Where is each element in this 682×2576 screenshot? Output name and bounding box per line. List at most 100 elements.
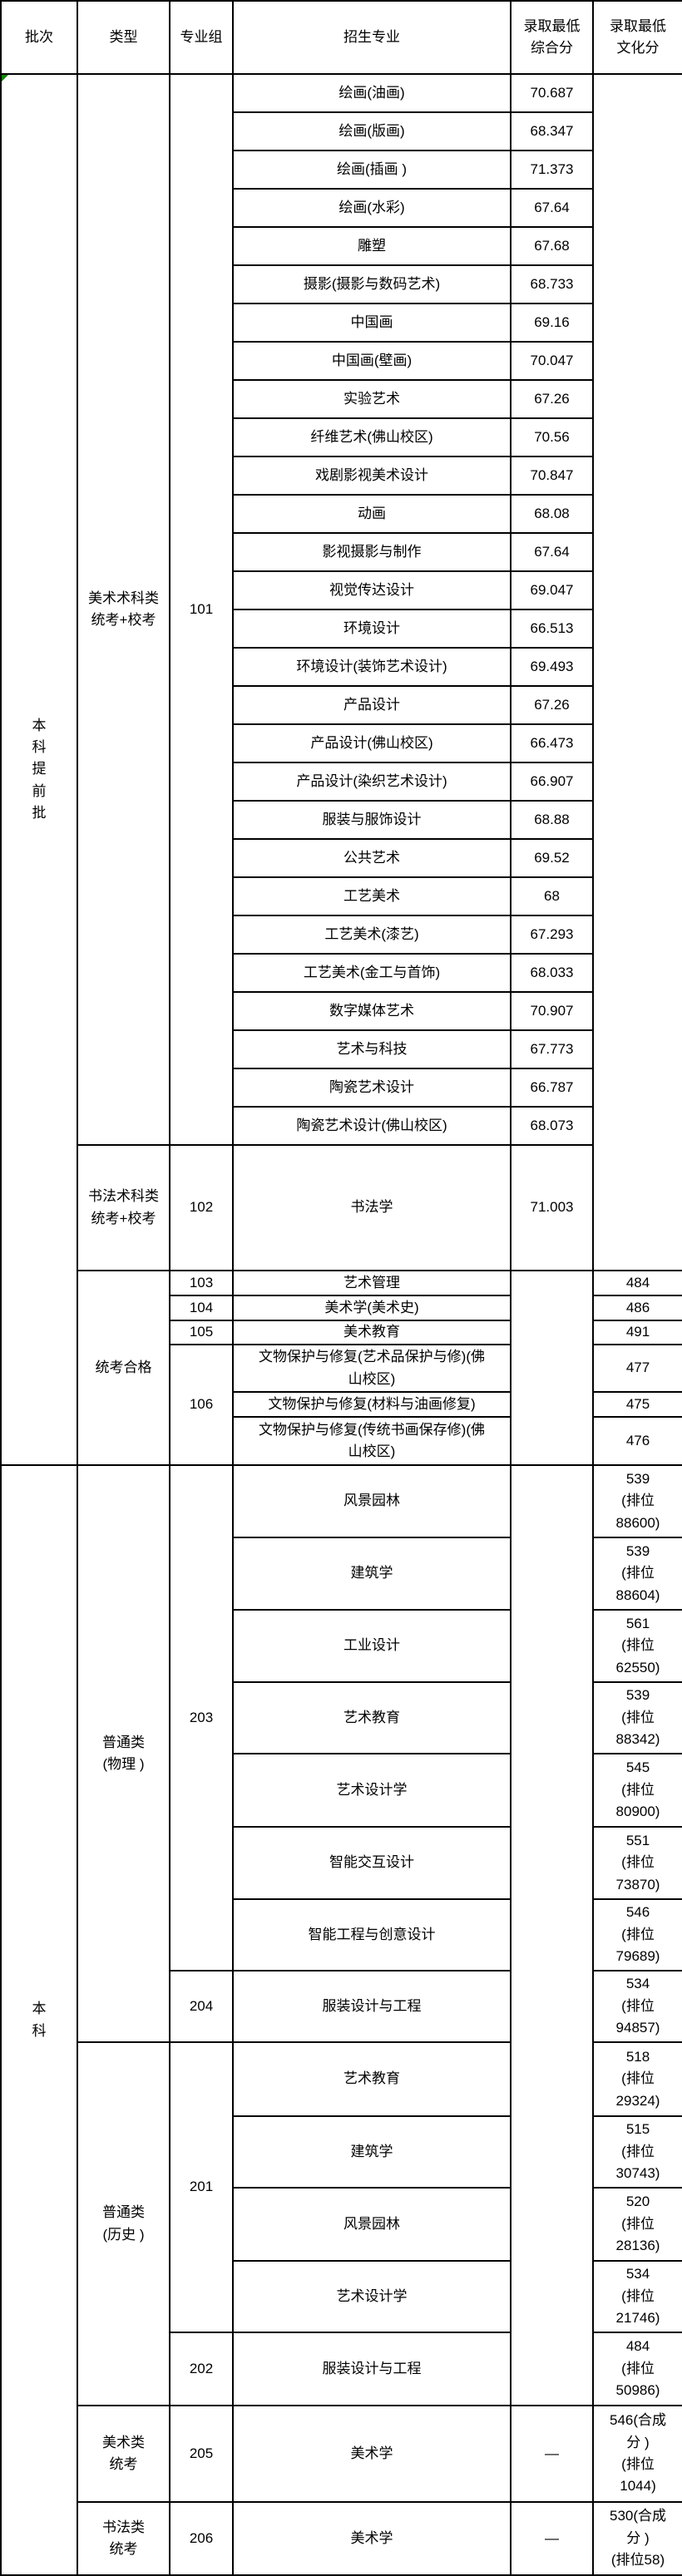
composite-score-cell: 68.08 xyxy=(510,494,594,534)
group-cell-204: 204 xyxy=(169,1970,234,2043)
major-cell: 戏剧影视美术设计 xyxy=(232,456,512,496)
major-cell: 书法学 xyxy=(232,1144,512,1271)
table-row: 影视摄影与制作 67.64 xyxy=(1,532,682,572)
table-row: 智能工程与创意设计 546 (排位 79689) xyxy=(1,1898,682,1971)
major-cell: 绘画(版画) xyxy=(232,111,512,151)
table-row: 艺术教育 539 (排位 88342) xyxy=(1,1681,682,1754)
culture-score-cell: 530(合成 分 ) (排位58) xyxy=(592,2501,682,2576)
excel-green-triangle-marker xyxy=(2,76,8,81)
table-row: 戏剧影视美术设计 70.847 xyxy=(1,456,682,496)
major-cell: 产品设计 xyxy=(232,685,512,725)
culture-score-cell: 486 xyxy=(592,1295,682,1321)
table-row: 陶瓷艺术设计 66.787 xyxy=(1,1068,682,1108)
major-cell: 智能交互设计 xyxy=(232,1826,512,1900)
composite-score-cell-empty xyxy=(510,1464,594,2406)
table-row: 204 服装设计与工程 534 (排位 94857) xyxy=(1,1970,682,2043)
major-cell: 工艺美术(漆艺) xyxy=(232,915,512,955)
table-row: 工艺美术(漆艺) 67.293 xyxy=(1,915,682,955)
composite-score-cell: 70.047 xyxy=(510,341,594,381)
major-cell: 文物保护与修复(艺术品保护与修)(佛 山校区) xyxy=(232,1344,512,1393)
major-cell: 陶瓷艺术设计 xyxy=(232,1068,512,1108)
composite-score-cell: 68.033 xyxy=(510,953,594,993)
table-row: 雕塑 67.68 xyxy=(1,226,682,266)
table-row: 书法术科类 统考+校考 102 书法学 71.003 xyxy=(1,1144,682,1271)
culture-score-cell: 477 xyxy=(592,1344,682,1393)
major-cell: 中国画 xyxy=(232,303,512,343)
table-row: 105 美术教育 491 xyxy=(1,1320,682,1345)
table-row: 工艺美术(金工与首饰) 68.033 xyxy=(1,953,682,993)
table-row: 工业设计 561 (排位 62550) xyxy=(1,1609,682,1683)
culture-score-cell: 520 (排位 28136) xyxy=(592,2187,682,2262)
group-cell-105: 105 xyxy=(169,1320,234,1345)
group-cell-205: 205 xyxy=(169,2405,234,2503)
group-cell-206: 206 xyxy=(169,2501,234,2576)
header-min-culture: 录取最低 文化分 xyxy=(592,0,682,75)
major-cell: 陶瓷艺术设计(佛山校区) xyxy=(232,1106,512,1146)
table-row: 实验艺术 67.26 xyxy=(1,379,682,419)
group-cell-203: 203 xyxy=(169,1464,234,1971)
table-row: 书法类 统考 206 美术学 — 530(合成 分 ) (排位58) xyxy=(1,2501,682,2576)
composite-score-cell: 70.687 xyxy=(510,73,594,113)
table-row: 动画 68.08 xyxy=(1,494,682,534)
major-cell: 服装设计与工程 xyxy=(232,2332,512,2406)
table-row: 艺术设计学 545 (排位 80900) xyxy=(1,1753,682,1828)
composite-score-cell: 69.16 xyxy=(510,303,594,343)
major-cell: 美术教育 xyxy=(232,1320,512,1345)
composite-score-cell: 67.64 xyxy=(510,532,594,572)
major-cell: 产品设计(佛山校区) xyxy=(232,723,512,763)
major-cell: 环境设计(装饰艺术设计) xyxy=(232,647,512,687)
major-cell: 文物保护与修复(材料与油画修复) xyxy=(232,1391,512,1418)
table-row: 绘画(版画) 68.347 xyxy=(1,111,682,151)
group-cell-102: 102 xyxy=(169,1144,234,1271)
table-row: 环境设计 66.513 xyxy=(1,609,682,649)
table-row: 202 服装设计与工程 484 (排位 50986) xyxy=(1,2332,682,2406)
group-cell-201: 201 xyxy=(169,2041,234,2333)
composite-score-cell-empty xyxy=(510,1270,594,1466)
culture-score-cell: 534 (排位 21746) xyxy=(592,2260,682,2333)
culture-score-cell: 561 (排位 62550) xyxy=(592,1609,682,1683)
composite-score-cell: 70.56 xyxy=(510,417,594,457)
table-row: 本 科 普通类 (物理 ) 203 风景园林 539 (排位 88600) xyxy=(0,1464,682,2576)
major-cell: 艺术设计学 xyxy=(232,2260,512,2333)
culture-score-cell: 518 (排位 29324) xyxy=(592,2041,682,2117)
culture-score-cell: 515 (排位 30743) xyxy=(592,2115,682,2189)
culture-score-cell: 551 (排位 73870) xyxy=(592,1826,682,1900)
culture-score-cell: 546 (排位 79689) xyxy=(592,1898,682,1971)
table-row: 统考合格 103 艺术管理 484 xyxy=(1,1270,682,1466)
batch-label: 本 科 提 前 批 xyxy=(32,717,47,822)
culture-score-cell: 534 (排位 94857) xyxy=(592,1970,682,2043)
composite-score-cell: 67.26 xyxy=(510,379,594,419)
major-cell: 雕塑 xyxy=(232,226,512,266)
table-row: 美术类 统考 205 美术学 — 546(合成 分 ) (排位 1044) xyxy=(1,2405,682,2503)
composite-score-cell: 68.88 xyxy=(510,800,594,840)
major-cell: 绘画(插画 ) xyxy=(232,150,512,190)
composite-score-cell: 69.52 xyxy=(510,838,594,878)
composite-score-cell: 67.293 xyxy=(510,915,594,955)
composite-score-cell: 68.347 xyxy=(510,111,594,151)
table-row: 产品设计(佛山校区) 66.473 xyxy=(1,723,682,763)
composite-score-cell: 66.787 xyxy=(510,1068,594,1108)
major-cell: 摄影(摄影与数码艺术) xyxy=(232,264,512,304)
type-cell-general-history: 普通类 (历史 ) xyxy=(77,2041,170,2406)
table-row: 艺术与科技 67.773 xyxy=(1,1029,682,1069)
major-cell: 绘画(油画) xyxy=(232,73,512,113)
culture-score-cell: 546(合成 分 ) (排位 1044) xyxy=(592,2405,682,2503)
type-cell-art-unified: 美术术科类 统考+校考 xyxy=(77,73,170,1146)
major-cell: 公共艺术 xyxy=(232,838,512,878)
table-row: 106 文物保护与修复(艺术品保护与修)(佛 山校区) 477 xyxy=(1,1344,682,1466)
major-cell: 实验艺术 xyxy=(232,379,512,419)
culture-score-cell: 545 (排位 80900) xyxy=(592,1753,682,1828)
major-cell: 影视摄影与制作 xyxy=(232,532,512,572)
composite-score-cell: 66.473 xyxy=(510,723,594,763)
composite-score-cell: — xyxy=(510,2501,594,2576)
header-major: 招生专业 xyxy=(232,0,512,75)
major-cell: 建筑学 xyxy=(232,2115,512,2189)
major-cell: 工业设计 xyxy=(232,1609,512,1683)
culture-score-cell: 539 (排位 88600) xyxy=(592,1464,682,1538)
composite-score-cell: 71.373 xyxy=(510,150,594,190)
major-cell: 智能工程与创意设计 xyxy=(232,1898,512,1971)
major-cell: 工艺美术 xyxy=(232,876,512,916)
major-cell: 环境设计 xyxy=(232,609,512,649)
major-cell: 艺术教育 xyxy=(232,1681,512,1754)
